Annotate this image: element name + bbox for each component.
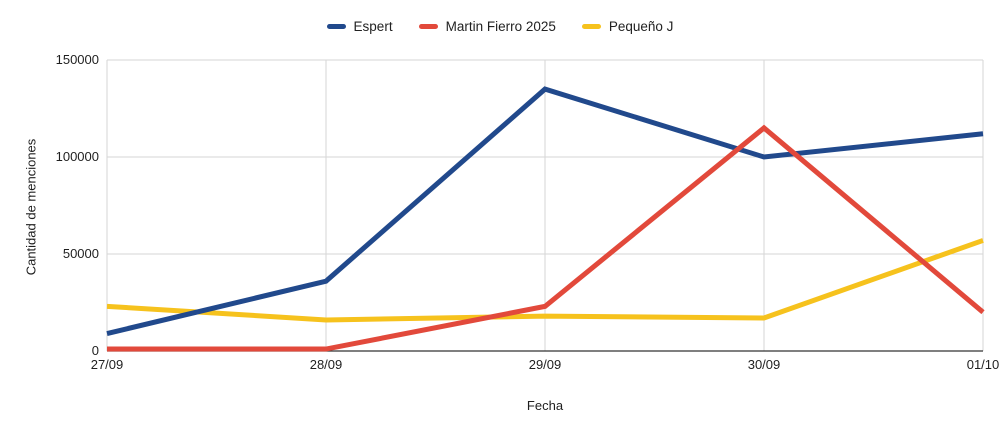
legend-item-espert: Espert bbox=[326, 19, 393, 34]
legend-label-martin-fierro-2025: Martin Fierro 2025 bbox=[445, 19, 556, 34]
legend-label-espert: Espert bbox=[353, 19, 393, 34]
series-line-martin-fierro-2025 bbox=[107, 124, 985, 352]
legend-swatch-espert bbox=[326, 24, 346, 29]
legend-swatch-martin-fierro-2025 bbox=[418, 24, 438, 29]
series-line-peque-o-j bbox=[106, 238, 984, 323]
legend-label-peque-o-j: Pequeño J bbox=[608, 19, 674, 34]
legend-item-martin-fierro-2025: Martin Fierro 2025 bbox=[418, 19, 556, 34]
chart-legend: Espert Martin Fierro 2025 Pequeño J bbox=[0, 19, 1000, 34]
legend-swatch-peque-o-j bbox=[581, 24, 601, 29]
x-axis-title: Fecha bbox=[526, 398, 564, 413]
series-line-espert bbox=[106, 86, 984, 336]
legend-item-peque-o-j: Pequeño J bbox=[581, 19, 674, 34]
